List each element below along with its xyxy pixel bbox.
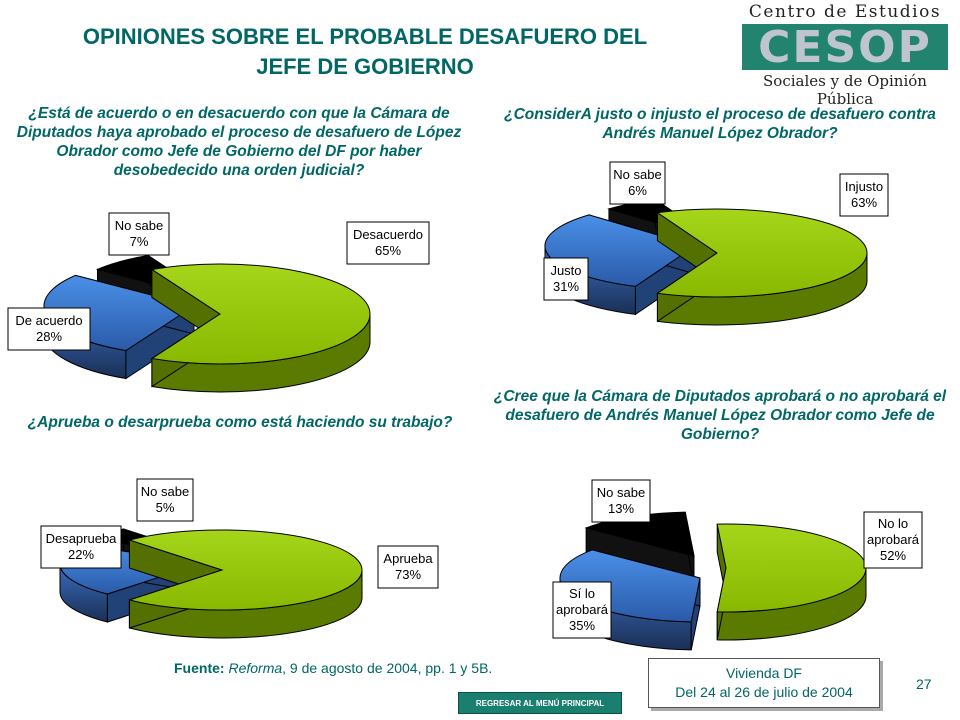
source-detail: , 9 de agosto de 2004, pp. 1 y 5B. — [282, 660, 493, 676]
logo-line-1: Centro de Estudios — [748, 2, 942, 22]
slice-name-label: aprobará — [556, 602, 609, 617]
pie-2-slice-1 — [656, 208, 868, 326]
pie-chart-1 — [43, 254, 371, 393]
logo-line-3: Sociales y de Opinión Pública — [763, 72, 927, 108]
survey-info-box: Vivienda DF Del 24 al 26 de julio de 200… — [648, 658, 880, 708]
slice-value-label: 65% — [375, 243, 401, 258]
slice-name-label: Desaprueba — [46, 531, 118, 546]
slice-value-label: 28% — [36, 329, 62, 344]
question-1: ¿Está de acuerdo o en desacuerdo con que… — [16, 105, 462, 179]
slice-value-label: 6% — [628, 183, 647, 198]
survey-line-2: Del 24 al 26 de julio de 2004 — [675, 684, 853, 700]
slice-value-label: 31% — [553, 279, 579, 294]
pie-chart-3 — [59, 528, 363, 639]
page-title: OPINIONES SOBRE EL PROBABLE DESAFUERO DE… — [20, 22, 710, 82]
slice-name-label: No sabe — [597, 485, 645, 500]
slice-value-label: 63% — [851, 195, 877, 210]
survey-line-1: Vivienda DF — [725, 665, 802, 681]
title-line-2: JEFE DE GOBIERNO — [256, 54, 474, 79]
slice-name-label: Injusto — [845, 179, 883, 194]
slice-value-label: 22% — [68, 547, 94, 562]
slice-value-label: 73% — [395, 567, 421, 582]
question-4: ¿Cree que la Cámara de Diputados aprobar… — [493, 388, 947, 443]
slice-name-label: Desacuerdo — [353, 227, 423, 242]
source-publication: Reforma — [228, 660, 283, 676]
slice-value-label: 5% — [156, 500, 175, 515]
slice-name-label: Aprueba — [383, 551, 433, 566]
slice-name-label: No sabe — [141, 484, 189, 499]
title-line-1: OPINIONES SOBRE EL PROBABLE DESAFUERO DE… — [82, 24, 648, 49]
logo-wordmark: CESOP — [758, 22, 932, 73]
question-3: ¿Aprueba o desarprueba como está haciend… — [27, 414, 453, 431]
question-2: ¿ConsiderA justo o injusto el proceso de… — [504, 106, 936, 142]
pie-chart-2 — [544, 198, 868, 326]
pie-4-slice-1 — [716, 523, 867, 641]
slice-name-label: De acuerdo — [15, 313, 82, 328]
slice-value-label: 52% — [880, 548, 906, 563]
slice-value-label: 35% — [569, 618, 595, 633]
slice-name-label: Justo — [550, 263, 581, 278]
slice-value-label: 13% — [608, 501, 634, 516]
slice-name-label: No sabe — [115, 218, 163, 233]
page-number: 27 — [916, 676, 932, 692]
slice-name-label: aprobará — [867, 532, 920, 547]
slice-name-label: Sí lo — [569, 586, 595, 601]
source-note: Fuente: Reforma, 9 de agosto de 2004, pp… — [174, 660, 492, 676]
slice-name-label: No sabe — [613, 167, 661, 182]
pie-3-slice-1 — [127, 529, 363, 639]
logo-band — [742, 24, 948, 70]
back-to-menu-button[interactable]: REGRESAR AL MENÚ PRINCIPAL — [458, 692, 622, 714]
slice-name-label: No lo — [878, 516, 908, 531]
cesop-logo: Centro de Estudios CESOP Sociales y de O… — [736, 2, 954, 108]
source-label: Fuente: — [174, 660, 225, 676]
slice-value-label: 7% — [130, 234, 149, 249]
pie-1-slice-1 — [150, 263, 371, 393]
